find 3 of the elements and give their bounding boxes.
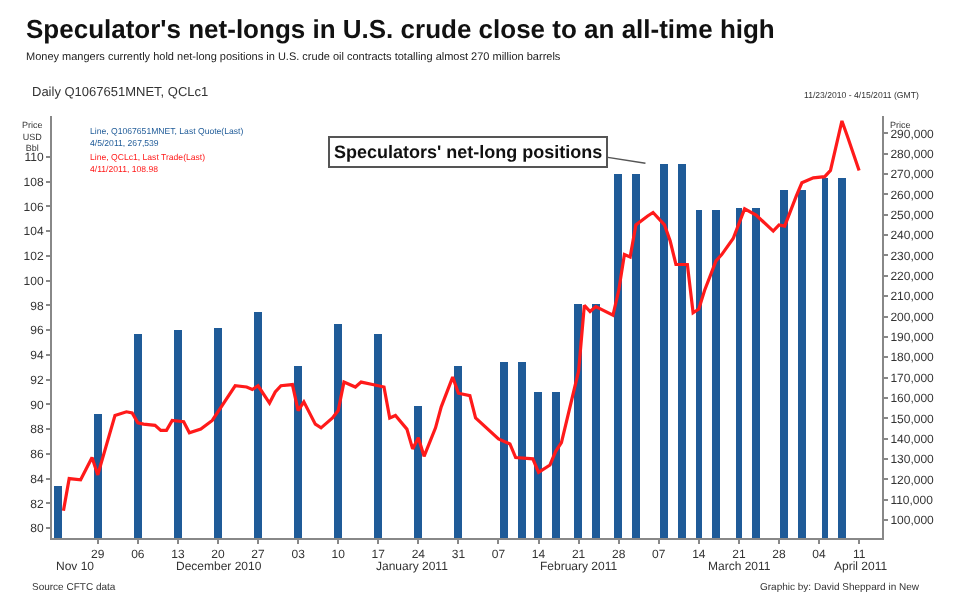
annotation: Speculators' net-long positions xyxy=(334,142,603,162)
chart-title: Speculator's net-longs in U.S. crude close to an all-time high xyxy=(26,14,775,44)
line-series xyxy=(61,119,861,513)
